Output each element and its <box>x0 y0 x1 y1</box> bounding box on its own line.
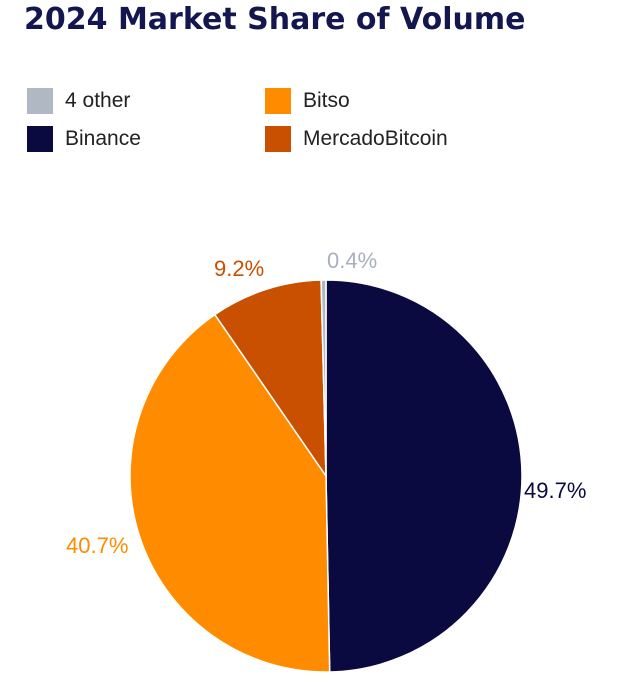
legend-label-bitso: Bitso <box>303 89 350 112</box>
chart-title: 2024 Market Share of Volume <box>24 2 526 37</box>
pie-labels: 49.7% 40.7% 9.2% 0.4% <box>66 248 586 558</box>
legend-swatch-binance <box>27 126 53 152</box>
pie-slice-binance <box>325 279 523 673</box>
legend-swatch-4-other <box>27 88 53 114</box>
data-label-4-other: 0.4% <box>327 248 377 273</box>
data-label-mercadobitcoin: 9.2% <box>214 256 264 281</box>
data-label-bitso: 40.7% <box>66 533 128 558</box>
legend-swatch-bitso <box>265 88 291 114</box>
legend: 4 other Bitso Binance MercadoBitcoin <box>27 86 507 158</box>
legend-item-binance: Binance <box>27 124 141 154</box>
pie-slice-mercadobitcoin <box>213 279 327 479</box>
legend-item-bitso: Bitso <box>265 86 350 116</box>
legend-swatch-mercadobitcoin <box>265 126 291 152</box>
pie-slice-bitso <box>129 313 331 673</box>
legend-item-4-other: 4 other <box>27 86 130 116</box>
pie-slice-4-other <box>320 279 327 477</box>
legend-item-mercadobitcoin: MercadoBitcoin <box>265 124 448 154</box>
legend-label-mercadobitcoin: MercadoBitcoin <box>303 127 448 150</box>
data-label-binance: 49.7% <box>524 478 586 503</box>
legend-label-4-other: 4 other <box>65 89 131 112</box>
pie-slices <box>129 279 523 673</box>
legend-label-binance: Binance <box>65 127 141 150</box>
